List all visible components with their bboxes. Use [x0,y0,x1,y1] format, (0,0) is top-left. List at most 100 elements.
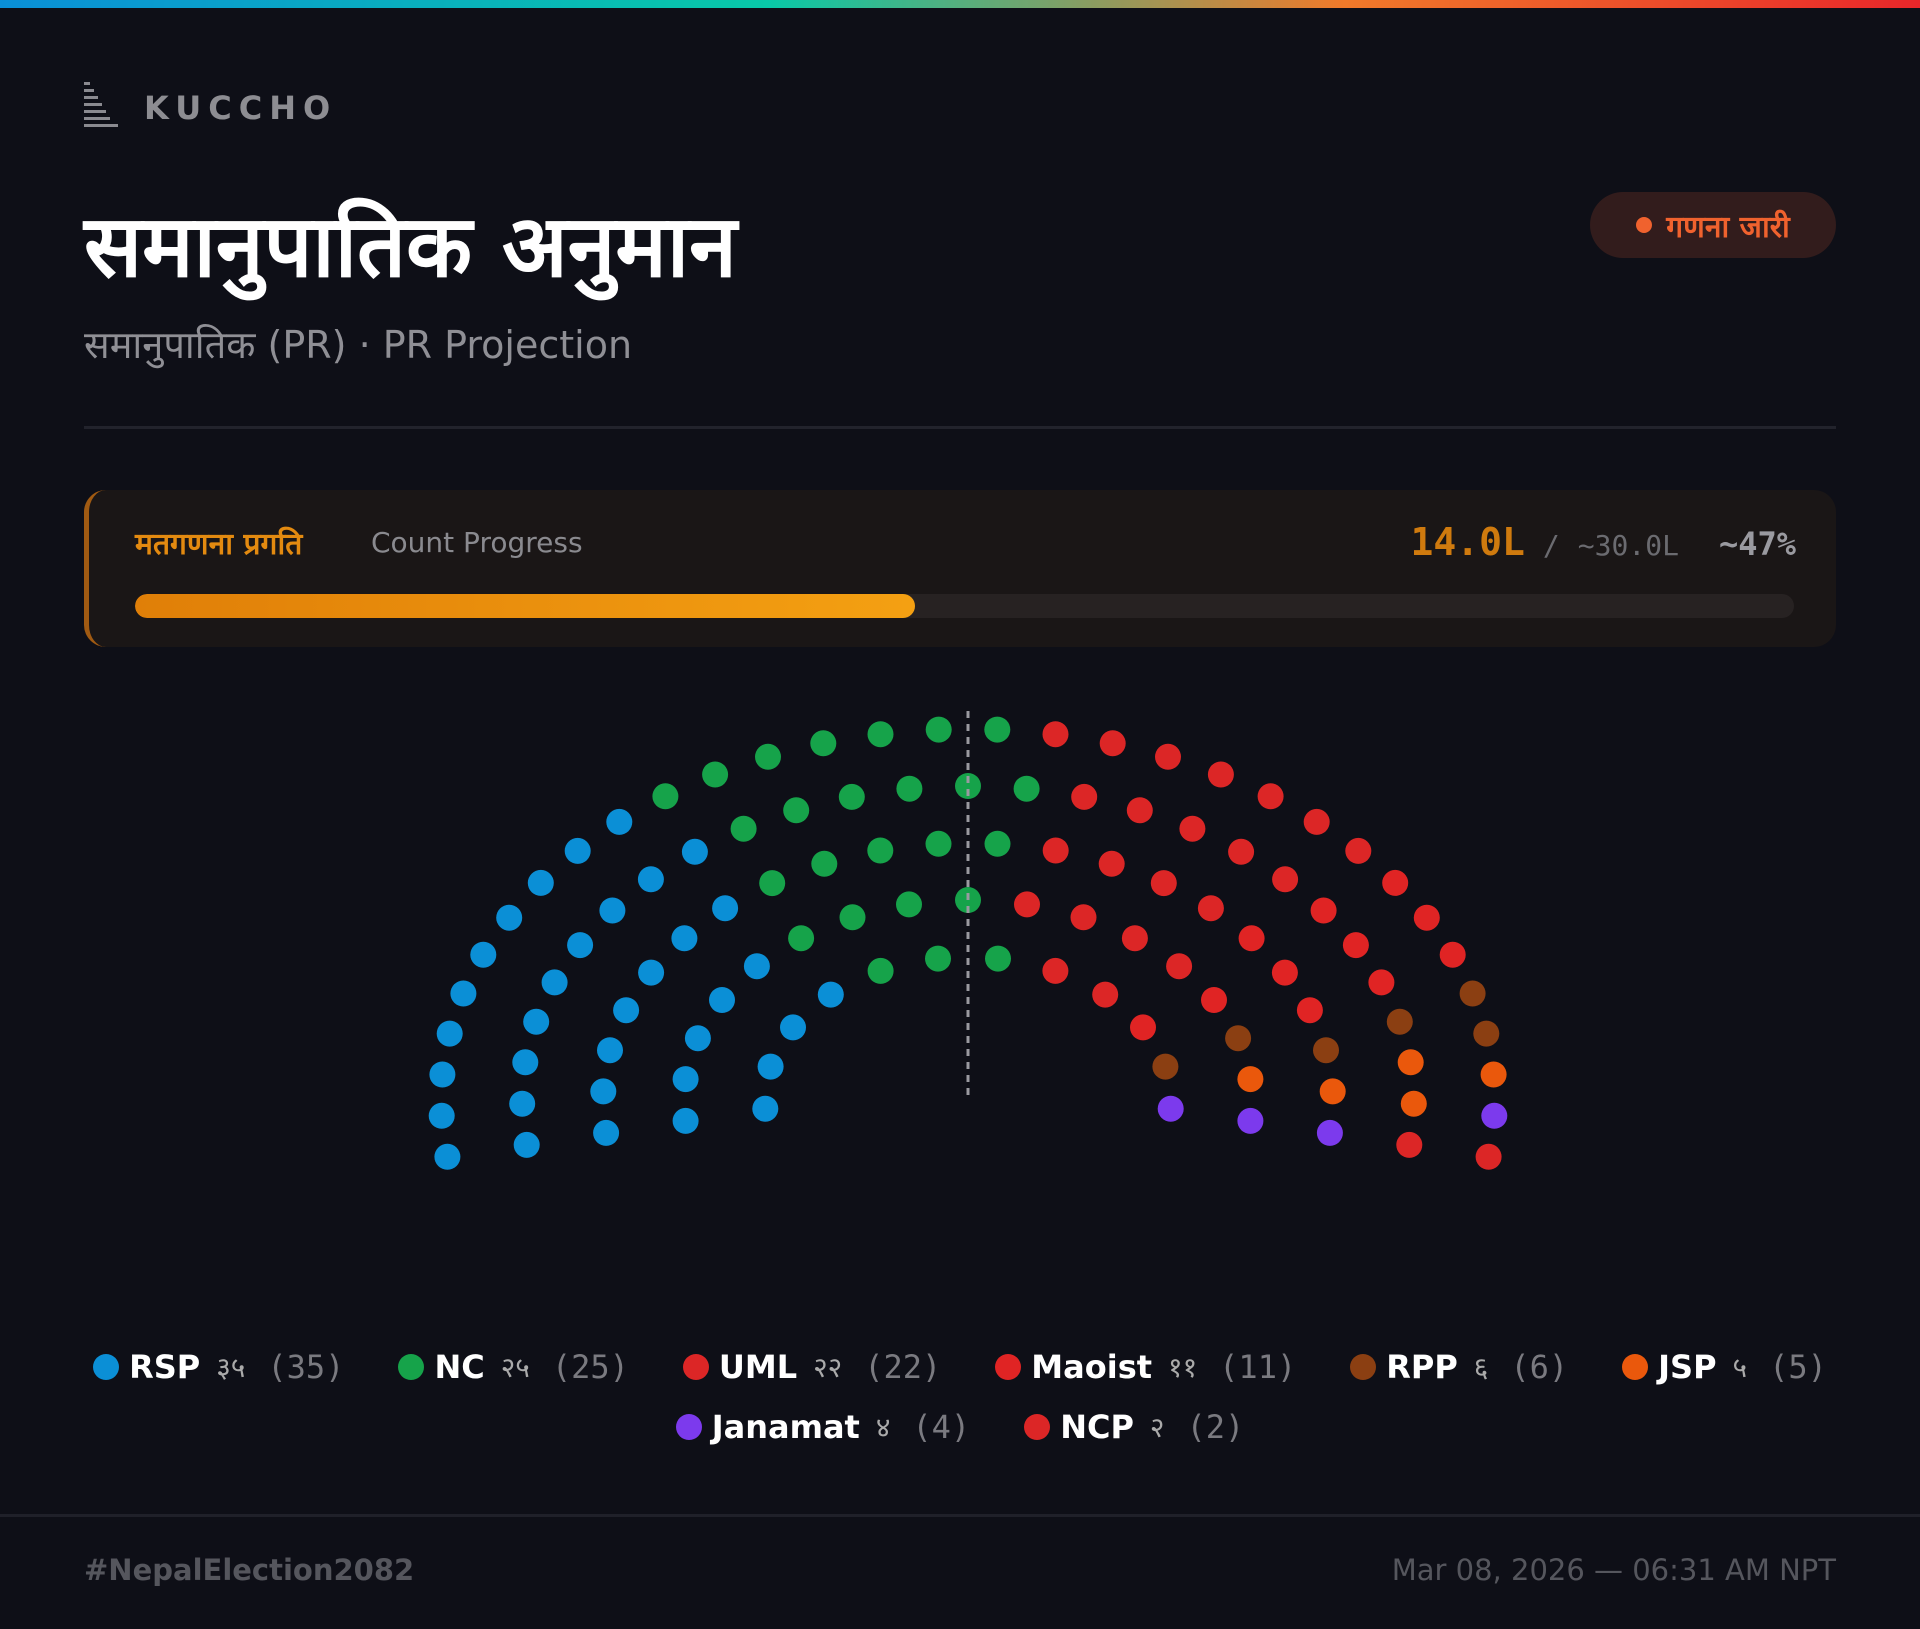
legend-swatch [995,1354,1022,1380]
seat-hemicycle-chart [428,711,1508,1170]
legend-row-1: RSP ३५ (35) NC २५ (25) UML २२ (22) Maoist ११ (11) RP… [84,1348,1836,1386]
seat-rsp [428,1102,455,1129]
seat-maoist [1368,969,1395,996]
legend-swatch [398,1354,425,1380]
seat-rpp [1225,1025,1252,1052]
seat-rsp [757,1053,784,1080]
seat-maoist [1310,897,1337,924]
legend-item-ncp: NCP २ (2) [1024,1408,1244,1446]
seat-jsp [1400,1090,1427,1117]
legend-seats-np: ६ [1473,1351,1489,1384]
brand-name: KUCCHO [144,89,338,127]
seat-nc [788,925,815,952]
legend-seats-np: ४ [875,1411,891,1444]
footer-timestamp: Mar 08, 2026 — 06:31 AM NPT [1391,1553,1836,1587]
seat-rsp [564,837,591,864]
seat-nc [925,945,951,972]
legend-row-2: Janamat ४ (4) NCP २ (2) [84,1408,1836,1446]
legend-item-rpp: RPP ६ (6) [1350,1348,1568,1386]
seat-maoist [1238,925,1265,952]
seat-uml [1042,837,1069,864]
seat-uml [1150,870,1177,897]
seat-rpp [1386,1008,1413,1035]
seat-nc [985,945,1011,972]
seat-uml [1272,866,1299,893]
seat-uml [1092,981,1119,1008]
progress-numbers: 14.0L / ~30.0L ~47% [1411,520,1796,564]
seat-rsp [684,1025,711,1052]
progress-label-np: मतगणना प्रगति [135,527,303,562]
seat-rsp [681,838,708,865]
seat-rsp [593,1119,620,1146]
live-dot-icon [1636,217,1653,233]
legend-seats-count: (35) [267,1348,345,1386]
seat-nc [1013,775,1040,802]
seat-nc [925,830,952,857]
seat-uml [1179,815,1206,842]
seat-nc [783,797,810,824]
top-accent-bar [0,0,1920,8]
legend-seats-count: (2) [1186,1408,1245,1446]
seat-rsp [780,1014,806,1041]
seat-uml [1166,953,1193,980]
legend-party-name: NC [434,1348,485,1386]
legend-seats-np: ३५ [216,1351,246,1384]
legend-item-jsp: JSP ५ (5) [1622,1348,1827,1386]
seat-uml [1197,895,1224,922]
legend-party-name: RPP [1386,1348,1458,1386]
count-progress-card: मतगणना प्रगति Count Progress 14.0L / ~30… [84,490,1836,647]
seat-rsp [599,897,626,924]
seat-uml [1207,761,1234,788]
seat-rsp [541,969,568,996]
seat-maoist [1413,904,1440,931]
seat-nc [759,870,786,897]
legend-item-rsp: RSP ३५ (35) [93,1348,344,1386]
seat-rsp [637,866,664,893]
legend-party-name: NCP [1060,1408,1134,1446]
seat-uml [1126,797,1153,824]
legend-item-uml: UML २२ (22) [682,1348,941,1386]
legend-party-name: RSP [129,1348,201,1386]
seat-rsp [434,1143,461,1170]
seat-uml [1345,837,1372,864]
seat-rsp [672,1066,699,1093]
legend-seats-np: २२ [813,1351,843,1384]
seat-rsp [743,953,770,980]
bars-logo-icon [84,82,120,134]
seat-nc [984,716,1011,743]
seat-uml [1042,721,1069,748]
seat-rpp [1152,1053,1179,1080]
legend-seats-np: २ [1149,1411,1165,1444]
seat-nc [702,761,729,788]
seat-rsp [638,959,665,986]
seat-rsp [450,980,477,1007]
seat-maoist [1439,941,1466,968]
legend-party-name: Maoist [1031,1348,1153,1386]
progress-bar-fill [135,594,915,618]
seat-nc [867,721,894,748]
footer-hashtag: #NepalElection2082 [84,1553,415,1587]
seat-janamat [1157,1095,1184,1122]
seat-rsp [597,1037,623,1064]
seat-rsp [512,1049,539,1076]
legend-swatch [1622,1354,1649,1380]
footer-divider [0,1514,1920,1517]
seat-rsp [513,1131,540,1158]
seat-rsp [817,981,844,1008]
legend-seats-np: २५ [500,1351,530,1384]
seat-uml [1257,783,1284,810]
legend-swatch [682,1354,709,1380]
legend-seats-count: (11) [1219,1348,1297,1386]
seat-rsp [567,932,594,959]
seat-nc [867,957,894,984]
legend-party-name: JSP [1658,1348,1717,1386]
seat-rsp [613,997,640,1024]
page-subtitle: समानुपातिक (PR) · PR Projection [84,323,633,367]
seat-nc [867,837,894,864]
seat-maoist [1342,932,1369,959]
seat-rsp [590,1078,617,1105]
seat-uml [1070,904,1097,931]
legend-seats-np: ११ [1168,1351,1198,1384]
legend-seats-count: (4) [912,1408,971,1446]
seat-nc [955,773,981,799]
